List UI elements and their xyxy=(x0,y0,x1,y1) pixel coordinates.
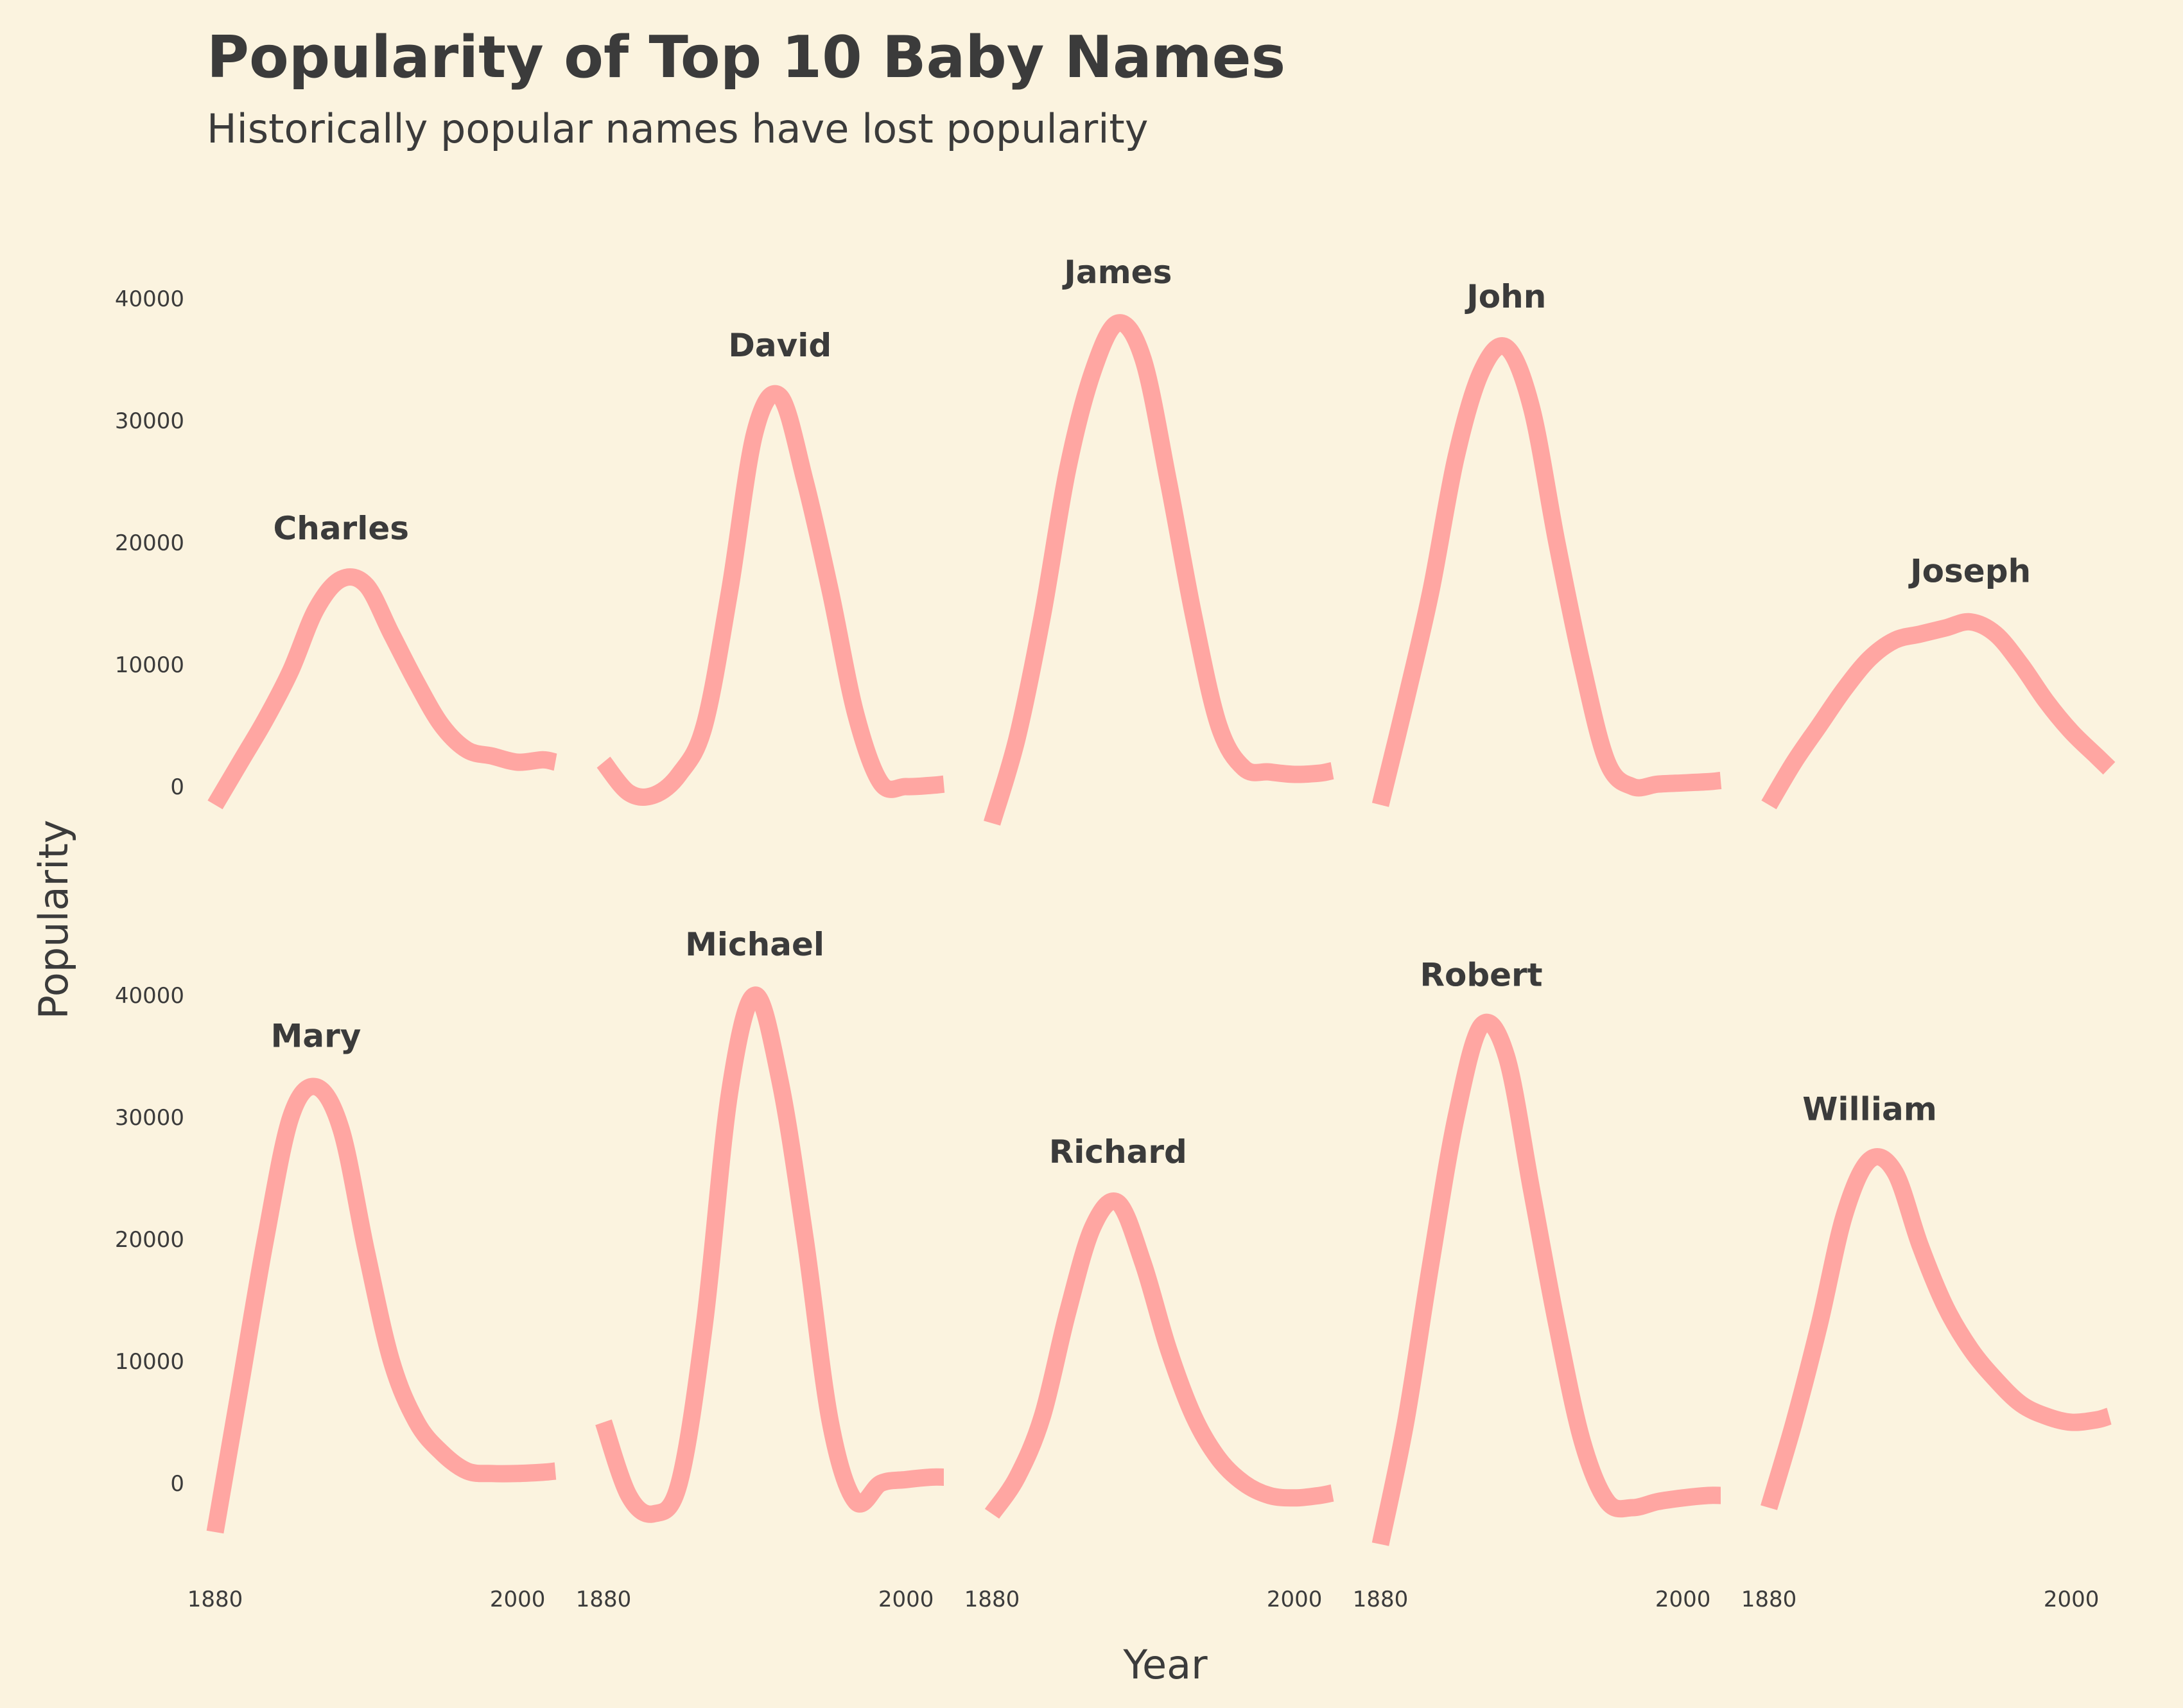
x-tick-label: 1880 xyxy=(576,1587,632,1612)
series-line-michael xyxy=(595,986,944,1523)
y-tick-label: 10000 xyxy=(115,1349,184,1375)
y-tick-label: 40000 xyxy=(115,983,184,1009)
series-line-joseph xyxy=(1761,613,2116,810)
y-tick-label: 30000 xyxy=(115,408,184,434)
x-tick-label: 2000 xyxy=(1267,1587,1323,1612)
chart-title: Popularity of Top 10 Baby Names xyxy=(207,24,1285,91)
series-line-charles xyxy=(207,568,558,810)
y-tick-label: 40000 xyxy=(115,286,184,312)
panel-label-john: John xyxy=(1465,278,1546,315)
x-tick-label: 2000 xyxy=(1655,1587,1711,1612)
y-tick-label: 0 xyxy=(170,1471,184,1497)
x-tick-label: 2000 xyxy=(2044,1587,2100,1612)
panel-label-james: James xyxy=(1062,254,1172,291)
series-line-mary xyxy=(206,1077,557,1534)
series-line-john xyxy=(1371,337,1722,807)
series-line-james xyxy=(984,314,1334,826)
series-line-david xyxy=(596,385,945,806)
panel-label-charles: Charles xyxy=(274,510,410,547)
series-line-richard xyxy=(984,1192,1334,1519)
y-tick-label: 20000 xyxy=(115,1227,184,1253)
x-tick-label: 1880 xyxy=(187,1587,243,1612)
panel-label-mary: Mary xyxy=(271,1018,361,1055)
x-tick-label: 1880 xyxy=(964,1587,1020,1612)
x-tick-label: 2000 xyxy=(878,1587,934,1612)
y-tick-label: 20000 xyxy=(115,530,184,556)
y-tick-label: 10000 xyxy=(115,652,184,678)
panel-label-robert: Robert xyxy=(1420,957,1542,994)
y-tick-label: 30000 xyxy=(115,1105,184,1131)
chart-subtitle: Historically popular names have lost pop… xyxy=(207,105,1148,152)
x-tick-label: 1880 xyxy=(1353,1587,1409,1612)
panel-label-david: David xyxy=(728,327,831,364)
panel-label-william: William xyxy=(1802,1091,1937,1128)
y-axis-title: Popularity xyxy=(30,820,77,1020)
panels: 0 10000 20000 30000 40000 0 10000 20000 30000 400… xyxy=(115,254,2116,1612)
series-line-robert xyxy=(1371,1013,1721,1546)
x-tick-label: 2000 xyxy=(490,1587,546,1612)
panel-label-michael: Michael xyxy=(685,926,824,963)
x-axis-title: Year xyxy=(1122,1641,1208,1688)
series-line-william xyxy=(1761,1148,2112,1510)
x-tick-label: 1880 xyxy=(1741,1587,1797,1612)
y-tick-label: 0 xyxy=(170,774,184,800)
panel-label-joseph: Joseph xyxy=(1908,553,2031,590)
panel-label-richard: Richard xyxy=(1049,1133,1187,1171)
